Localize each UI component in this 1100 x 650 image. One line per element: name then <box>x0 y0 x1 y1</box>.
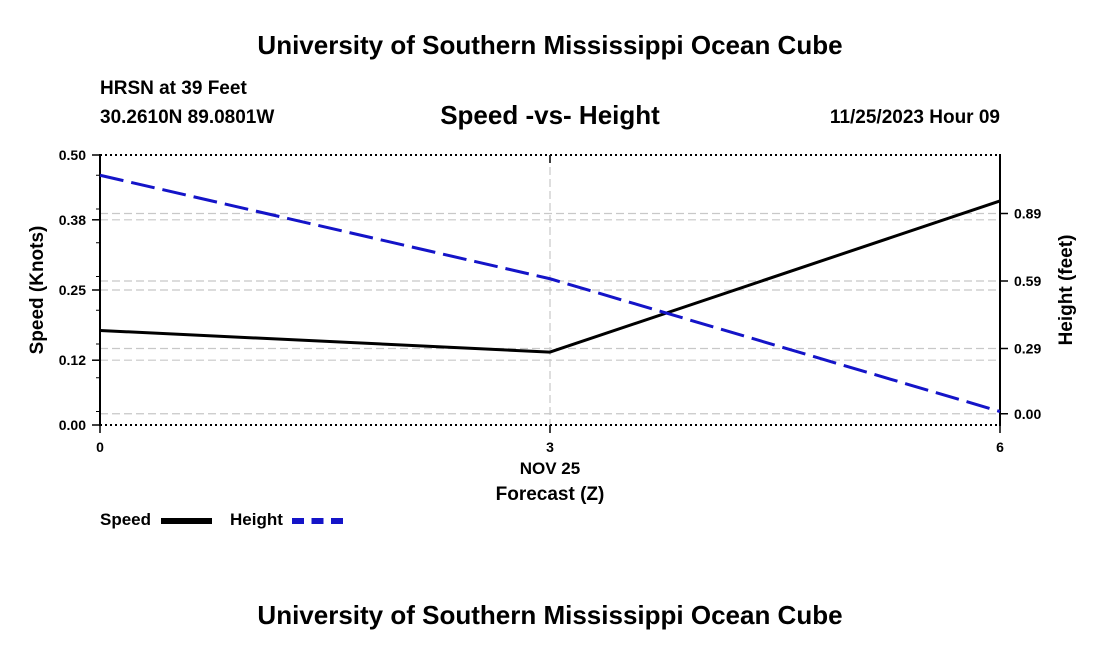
station-label: HRSN at 39 Feet <box>100 78 247 99</box>
x-tick-label: 3 <box>546 439 554 455</box>
datetime-label: 11/25/2023 Hour 09 <box>829 107 1000 128</box>
speed-series-line <box>99 199 1001 354</box>
y-axis-label: Speed (Knots) <box>27 226 48 355</box>
y2-tick-label: 0.00 <box>1014 406 1041 422</box>
y-tick-label: 0.00 <box>59 417 86 433</box>
y-tick-label: 0.12 <box>59 352 86 368</box>
x-tick-label: 0 <box>96 439 104 455</box>
legend-height-label: Height <box>230 510 283 529</box>
main-title: University of Southern Mississippi Ocean… <box>257 30 843 60</box>
coordinates-label: 30.2610N 89.0801W <box>100 107 275 128</box>
y2-tick-label: 0.89 <box>1014 206 1041 222</box>
y2-tick-label: 0.29 <box>1014 341 1041 357</box>
height-series-line <box>99 173 1001 413</box>
x-tick-label: 6 <box>996 439 1004 455</box>
x-axis-label: Forecast (Z) <box>496 484 605 505</box>
footer-title: University of Southern Mississippi Ocean… <box>257 600 843 630</box>
y-tick-label: 0.25 <box>59 282 86 298</box>
chart-title: Speed -vs- Height <box>440 100 660 130</box>
legend-speed-swatch <box>161 518 212 524</box>
y2-axis-label: Height (feet) <box>1056 235 1077 346</box>
legend-speed-label: Speed <box>100 510 152 529</box>
y-tick-label: 0.50 <box>59 147 86 163</box>
legend-height-swatch <box>292 518 343 524</box>
y-tick-label: 0.38 <box>59 212 86 228</box>
x-date-label: NOV 25 <box>520 459 580 478</box>
y2-tick-label: 0.59 <box>1014 273 1041 289</box>
